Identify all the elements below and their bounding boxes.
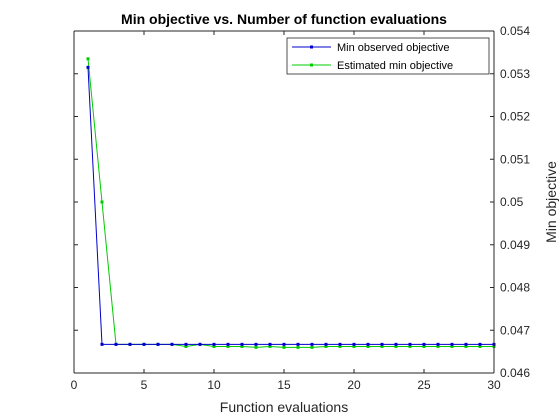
y-axis-label: Min objective: [543, 161, 559, 243]
data-point: [282, 345, 286, 349]
y-tick-label: 0.052: [500, 110, 530, 124]
y-tick-label: 0.053: [500, 67, 530, 81]
y-tick-label: 0.049: [500, 238, 530, 252]
y-tick-label: 0.048: [500, 281, 530, 295]
data-point: [380, 342, 384, 346]
data-point: [478, 342, 482, 346]
data-point: [212, 342, 216, 346]
legend-marker-min-observed: [310, 45, 313, 49]
data-point: [436, 344, 440, 348]
data-point: [254, 342, 258, 346]
x-tick-label: 15: [277, 378, 291, 392]
data-point: [184, 344, 188, 348]
x-tick-label: 10: [207, 378, 221, 392]
y-ticks: 0.046 0.047 0.048 0.049 0.05 0.051 0.052 0.053 0…: [74, 24, 530, 380]
data-point: [310, 345, 314, 349]
x-tick-label: 5: [141, 378, 148, 392]
data-point: [128, 342, 132, 346]
data-point: [366, 344, 370, 348]
data-point: [366, 342, 370, 346]
data-point: [240, 344, 244, 348]
data-point: [268, 342, 272, 346]
series-line: [87, 67, 494, 345]
data-point: [170, 342, 174, 346]
x-ticks: 0 5 10 15 20 25 30: [71, 31, 501, 392]
data-point: [156, 342, 160, 346]
y-tick-label: 0.054: [500, 24, 530, 38]
data-point: [310, 342, 314, 346]
data-point: [464, 342, 468, 346]
y-tick-label: 0.046: [500, 366, 530, 380]
data-point: [394, 344, 398, 348]
data-point: [114, 342, 118, 346]
data-point: [324, 344, 328, 348]
data-point: [86, 65, 90, 69]
data-point: [268, 344, 272, 348]
data-point: [226, 342, 230, 346]
legend-marker-estimated-min: [310, 63, 313, 67]
data-point: [352, 342, 356, 346]
data-point: [296, 345, 300, 349]
data-point: [338, 344, 342, 348]
data-point: [380, 344, 384, 348]
y-tick-label: 0.051: [500, 152, 530, 166]
data-point: [324, 342, 328, 346]
data-point: [240, 342, 244, 346]
x-tick-label: 30: [487, 378, 501, 392]
data-point: [422, 344, 426, 348]
x-axis-label: Function evaluations: [220, 399, 348, 415]
data-point: [86, 57, 90, 61]
y-tick-label: 0.05: [500, 195, 524, 209]
data-point: [436, 342, 440, 346]
data-point: [282, 342, 286, 346]
data-point: [464, 344, 468, 348]
data-point: [198, 342, 202, 346]
data-point: [338, 342, 342, 346]
legend-box: [286, 37, 490, 75]
x-tick-label: 20: [347, 378, 361, 392]
data-point: [422, 342, 426, 346]
data-point: [478, 344, 482, 348]
data-point: [226, 344, 230, 348]
legend-label-min-observed: Min observed objective: [337, 42, 450, 54]
legend: Min observed objective Estimated min obj…: [286, 37, 490, 75]
x-tick-label: 25: [417, 378, 431, 392]
series-0: [86, 65, 496, 346]
data-point: [450, 344, 454, 348]
data-point: [296, 342, 300, 346]
data-point: [254, 345, 258, 349]
plot-area: [74, 31, 494, 373]
data-point: [142, 342, 146, 346]
chart-title: Min objective vs. Number of function eva…: [121, 11, 447, 27]
data-point: [212, 344, 216, 348]
data-point: [450, 342, 454, 346]
data-point: [408, 342, 412, 346]
y-tick-label: 0.047: [500, 323, 530, 337]
data-point: [100, 200, 104, 204]
data-point: [184, 342, 188, 346]
data-point: [352, 344, 356, 348]
legend-label-estimated-min: Estimated min objective: [337, 60, 453, 72]
x-tick-label: 0: [71, 378, 78, 392]
data-point: [408, 344, 412, 348]
data-point: [394, 342, 398, 346]
data-point: [100, 342, 104, 346]
